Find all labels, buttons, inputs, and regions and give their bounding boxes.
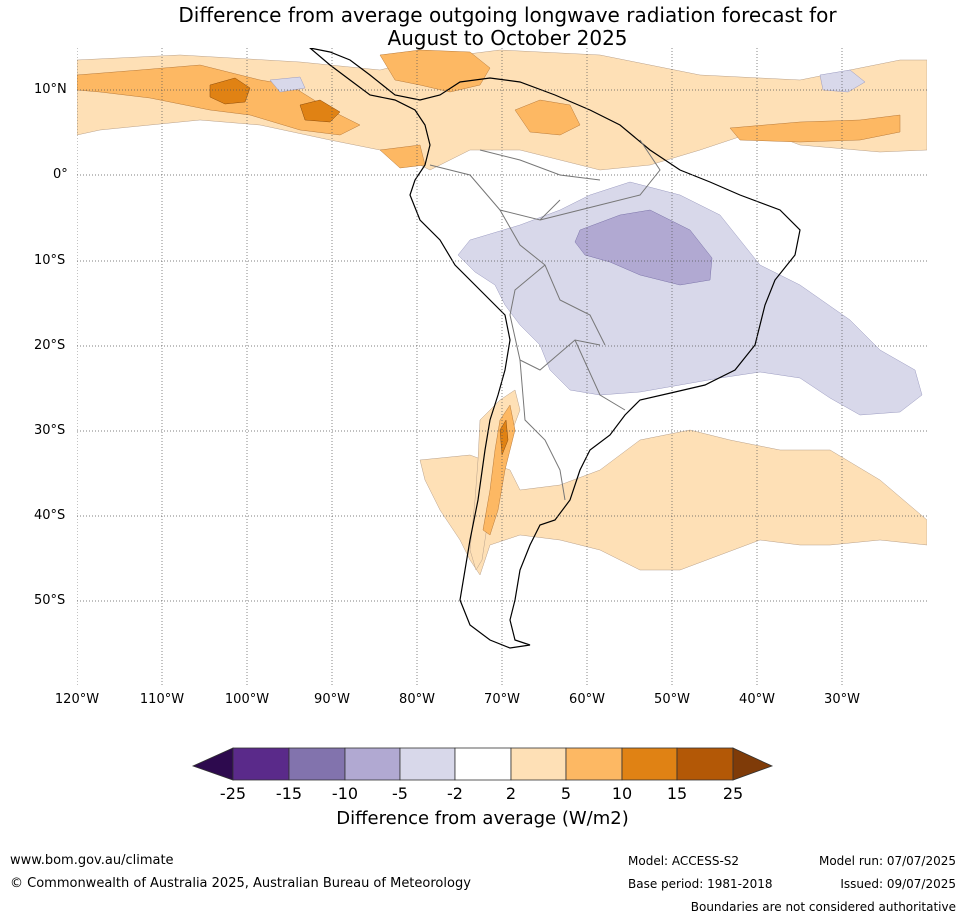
lat-label-0: 0° — [53, 167, 68, 182]
colorbar-label: Difference from average (W/m2) — [336, 808, 629, 829]
anomaly-negative-medium — [574, 209, 713, 286]
colorbar-tick: -10 — [331, 784, 359, 803]
colorbar-tick: 10 — [611, 784, 633, 803]
anomaly-negative-light — [269, 69, 923, 416]
colorbar — [191, 747, 774, 781]
lat-label-20s: 20°S — [34, 338, 66, 353]
colorbar-tick: 5 — [560, 784, 572, 803]
lon-label-80w: 80°W — [399, 692, 435, 707]
lat-label-10n: 10°N — [34, 82, 67, 97]
anomaly-positive-strong — [209, 77, 509, 456]
lon-label-100w: 100°W — [224, 692, 270, 707]
colorbar-tick: 25 — [722, 784, 744, 803]
lat-label-40s: 40°S — [34, 508, 66, 523]
disclaimer-text: Boundaries are not considered authoritat… — [690, 900, 956, 914]
lon-label-110w: 110°W — [139, 692, 185, 707]
model-text: Model: ACCESS-S2 — [628, 854, 740, 868]
title-line-1: Difference from average outgoing longwav… — [178, 3, 837, 27]
lon-label-30w: 30°W — [824, 692, 860, 707]
map-title: Difference from average outgoing longwav… — [0, 4, 965, 50]
lon-label-90w: 90°W — [314, 692, 350, 707]
colorbar-tick: -2 — [447, 784, 463, 803]
colorbar-tick: -15 — [275, 784, 303, 803]
country-borders — [429, 139, 661, 501]
model-run-text: Model run: 07/07/2025 — [818, 854, 956, 868]
lon-label-50w: 50°W — [654, 692, 690, 707]
title-line-2: August to October 2025 — [387, 26, 628, 50]
issued-text: Issued: 09/07/2025 — [840, 877, 956, 891]
colorbar-tick: -25 — [219, 784, 247, 803]
colorbar-tick: -5 — [392, 784, 408, 803]
graticule — [77, 48, 927, 685]
lon-label-70w: 70°W — [484, 692, 520, 707]
base-period-text: Base period: 1981-2018 — [628, 877, 773, 891]
coastline — [309, 48, 801, 649]
lon-label-120w: 120°W — [54, 692, 100, 707]
lat-label-50s: 50°S — [34, 593, 66, 608]
website-link[interactable]: www.bom.gov.au/climate — [10, 853, 174, 868]
lat-label-30s: 30°S — [34, 423, 66, 438]
colorbar-tick: 15 — [666, 784, 688, 803]
lon-label-40w: 40°W — [739, 692, 775, 707]
colorbar-tick: 2 — [505, 784, 517, 803]
lat-label-10s: 10°S — [34, 253, 66, 268]
lon-label-60w: 60°W — [569, 692, 605, 707]
copyright-text: © Commonwealth of Australia 2025, Austra… — [10, 876, 471, 891]
